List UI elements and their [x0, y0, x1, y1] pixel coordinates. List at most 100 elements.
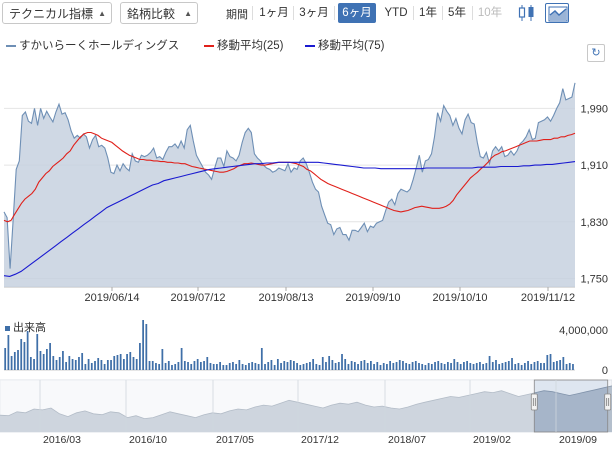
- period-1m-button[interactable]: 1ヶ月: [259, 7, 289, 19]
- volume-bar: [90, 363, 93, 370]
- volume-bar: [318, 365, 321, 370]
- volume-swatch: [5, 325, 10, 331]
- volume-bar: [257, 364, 260, 370]
- volume-bar: [488, 356, 491, 370]
- volume-bar: [568, 363, 571, 370]
- volume-bar: [523, 363, 526, 370]
- price-y-tick-label: 1,830: [580, 217, 608, 229]
- volume-bar: [552, 362, 555, 370]
- volume-bar: [33, 359, 35, 370]
- volume-y-tick-label: 4,000,000: [559, 325, 608, 337]
- volume-bar: [206, 357, 209, 370]
- volume-bar: [357, 364, 359, 370]
- volume-bar: [183, 361, 186, 370]
- volume-bar: [344, 359, 347, 370]
- price-x-tick-label: 2019/11/12: [521, 292, 575, 304]
- volume-bar: [459, 364, 462, 370]
- volume-bar: [507, 361, 510, 370]
- legend-ma75-label: 移動平均(75): [318, 40, 385, 52]
- volume-bar: [276, 359, 279, 370]
- volume-bar: [414, 361, 417, 370]
- volume-bar: [10, 356, 13, 370]
- candlestick-chart-icon[interactable]: [516, 3, 538, 23]
- volume-bar: [26, 331, 29, 370]
- technical-indicator-select[interactable]: テクニカル指標 ▲: [2, 2, 112, 24]
- volume-bar: [4, 348, 7, 370]
- volume-bar: [116, 355, 119, 370]
- volume-bar: [254, 363, 257, 370]
- volume-bar: [225, 365, 228, 370]
- volume-bar: [485, 363, 488, 370]
- volume-bar: [148, 361, 151, 370]
- volume-bar: [321, 357, 324, 370]
- volume-bar: [29, 357, 32, 370]
- period-6m-button[interactable]: 6ヶ月: [338, 3, 376, 23]
- period-1y-button[interactable]: 1年: [419, 7, 437, 19]
- volume-bar: [209, 363, 212, 370]
- volume-bar: [341, 354, 343, 370]
- volume-bar: [402, 361, 404, 370]
- ma75-line: [3, 161, 576, 277]
- volume-bar: [52, 356, 55, 370]
- volume-bar: [65, 362, 68, 370]
- volume-bar: [100, 360, 103, 370]
- volume-bar: [244, 365, 247, 370]
- volume-bar: [267, 362, 270, 370]
- period-ytd-button[interactable]: YTD: [384, 7, 408, 19]
- area-chart-icon[interactable]: [545, 3, 569, 23]
- compare-stock-select[interactable]: 銘柄比較 ▲: [120, 2, 198, 24]
- refresh-icon[interactable]: ↻: [587, 44, 605, 62]
- volume-bar: [296, 363, 298, 370]
- navigator[interactable]: 2016/03 2016/10 2017/05 2017/12 2018/07 2019/…: [0, 379, 612, 446]
- legend-ma25[interactable]: 移動平均(25): [204, 39, 283, 53]
- navigator-x-tick-label: 2018/07: [388, 434, 426, 446]
- legend-swatch: [204, 44, 214, 47]
- volume-bar: [466, 361, 468, 370]
- volume-label: 出来高: [5, 319, 46, 335]
- volume-bar: [58, 357, 61, 370]
- price-x-tick-label: 2019/09/10: [345, 292, 400, 304]
- volume-bar: [119, 354, 122, 370]
- volume-bar: [155, 363, 157, 370]
- volume-bar: [122, 359, 125, 370]
- volume-bar: [443, 364, 446, 370]
- volume-bar: [463, 362, 465, 370]
- volume-bar: [241, 364, 244, 370]
- price-x-tick-label: 2019/07/12: [170, 292, 225, 304]
- volume-bar: [113, 356, 116, 370]
- volume-bar: [450, 363, 452, 370]
- volume-bar: [264, 364, 266, 370]
- volume-bar: [180, 348, 183, 370]
- volume-bar: [106, 360, 109, 370]
- volume-bar: [228, 363, 231, 370]
- volume-bar: [87, 359, 90, 370]
- volume-bar: [20, 339, 23, 370]
- price-y-tick-label: 1,750: [580, 273, 608, 285]
- volume-bar: [363, 360, 366, 370]
- period-5y-button[interactable]: 5年: [448, 7, 466, 19]
- legend-ma75[interactable]: 移動平均(75): [305, 39, 384, 53]
- volume-bar: [386, 364, 388, 370]
- volume-bar: [520, 365, 523, 370]
- volume-bar: [139, 343, 141, 370]
- volume-bar: [334, 363, 337, 370]
- volume-bar: [440, 363, 443, 370]
- navigator-x-tick-label: 2017/12: [301, 434, 339, 446]
- volume-bar: [68, 356, 71, 370]
- volume-bar: [74, 360, 77, 370]
- volume-bar: [132, 357, 135, 370]
- volume-bar: [331, 360, 334, 370]
- volume-bar: [559, 360, 562, 370]
- volume-bar: [7, 335, 10, 370]
- period-3m-button[interactable]: 3ヶ月: [299, 7, 329, 19]
- volume-bar: [389, 361, 391, 370]
- volume-bar: [536, 361, 539, 370]
- volume-bar: [309, 362, 311, 370]
- volume-bar: [71, 359, 74, 370]
- legend-price[interactable]: すかいらーくホールディングス: [6, 39, 179, 53]
- volume-bar: [350, 361, 353, 370]
- volume-bar: [546, 355, 549, 370]
- volume-bar: [216, 364, 218, 370]
- volume-bar: [353, 362, 356, 370]
